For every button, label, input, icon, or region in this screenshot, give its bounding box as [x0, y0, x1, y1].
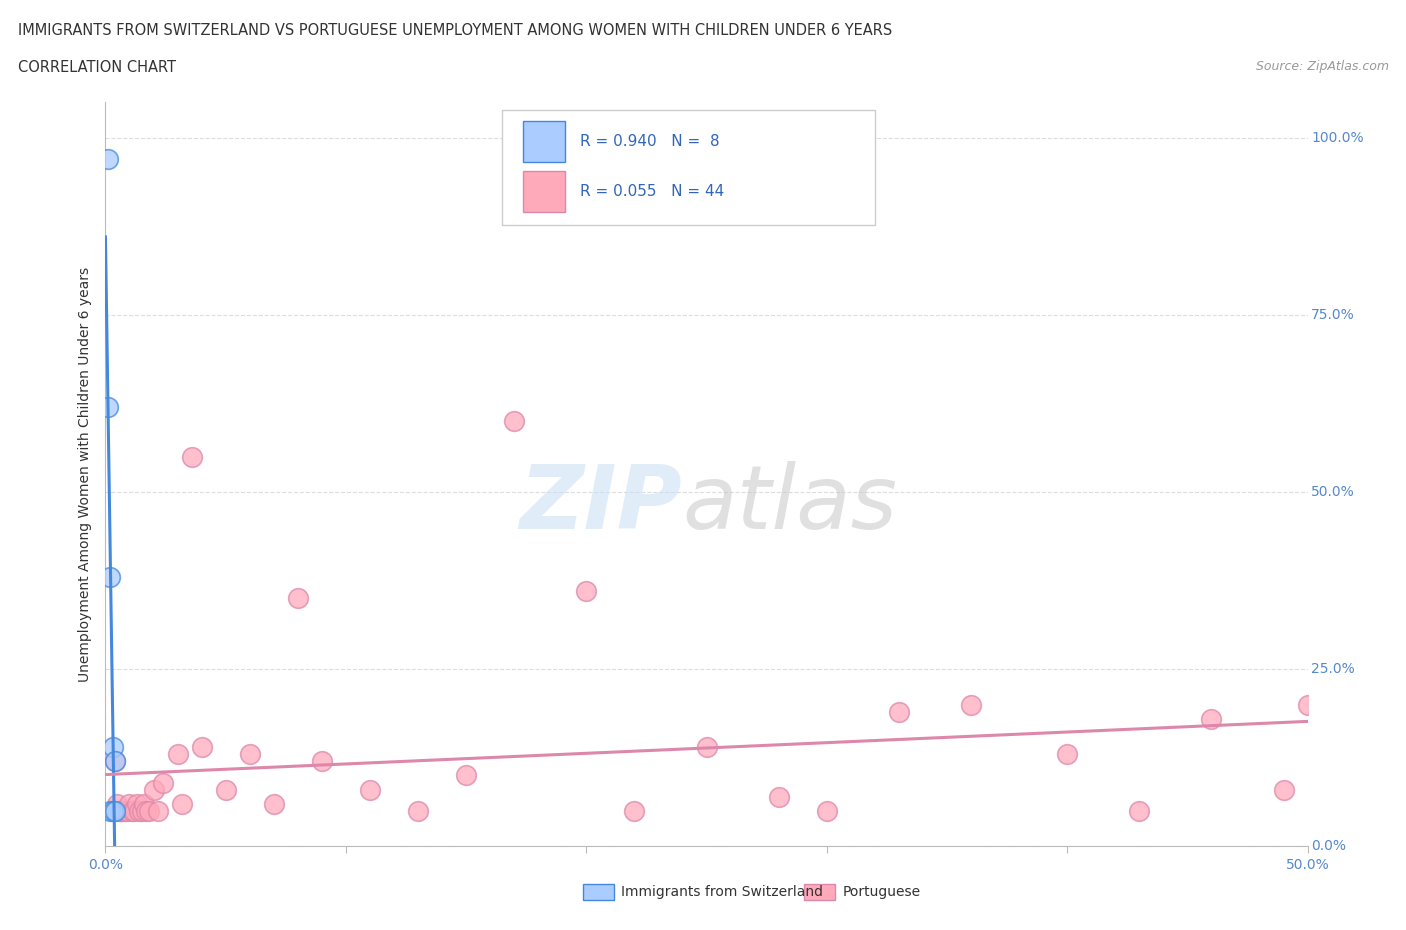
Text: R = 0.055   N = 44: R = 0.055 N = 44: [581, 184, 724, 199]
Point: [359, 782, 381, 797]
Point: [1128, 804, 1150, 818]
Text: Source: ZipAtlas.com: Source: ZipAtlas.com: [1256, 60, 1389, 73]
Point: [115, 804, 138, 818]
Point: [1296, 698, 1319, 712]
Point: [311, 754, 333, 769]
Point: [101, 804, 124, 818]
Point: [124, 804, 146, 818]
Text: CORRELATION CHART: CORRELATION CHART: [18, 60, 176, 75]
Point: [108, 804, 131, 818]
Point: [887, 704, 910, 719]
Point: [214, 782, 236, 797]
Text: ZIP: ZIP: [520, 460, 682, 548]
Point: [148, 804, 170, 818]
Point: [503, 414, 526, 429]
Point: [575, 584, 598, 599]
Point: [98, 804, 121, 818]
Point: [104, 754, 127, 769]
Point: [239, 747, 262, 762]
Text: 75.0%: 75.0%: [1312, 308, 1355, 322]
Point: [406, 804, 429, 818]
FancyBboxPatch shape: [502, 110, 875, 225]
Point: [142, 782, 165, 797]
Text: R = 0.940   N =  8: R = 0.940 N = 8: [581, 134, 720, 149]
Point: [152, 775, 174, 790]
Point: [287, 591, 309, 605]
Point: [97, 152, 120, 166]
Text: 50.0%: 50.0%: [1312, 485, 1355, 499]
Point: [125, 796, 148, 811]
Point: [138, 804, 160, 818]
Point: [108, 804, 131, 818]
Point: [696, 739, 718, 754]
Point: [121, 804, 143, 818]
Point: [118, 796, 141, 811]
Point: [135, 804, 157, 818]
FancyBboxPatch shape: [523, 171, 565, 212]
FancyBboxPatch shape: [523, 121, 565, 162]
Point: [960, 698, 983, 712]
Text: atlas: atlas: [682, 461, 897, 547]
Point: [104, 804, 127, 818]
Text: Portuguese: Portuguese: [842, 884, 921, 899]
Point: [132, 796, 155, 811]
Point: [97, 400, 120, 415]
Y-axis label: Unemployment Among Women with Children Under 6 years: Unemployment Among Women with Children U…: [79, 267, 93, 682]
Point: [1056, 747, 1078, 762]
Point: [101, 739, 124, 754]
Text: Immigrants from Switzerland: Immigrants from Switzerland: [621, 884, 824, 899]
Point: [114, 804, 136, 818]
Point: [104, 754, 127, 769]
Text: 0.0%: 0.0%: [1312, 839, 1346, 854]
Point: [111, 804, 134, 818]
Point: [1272, 782, 1295, 797]
Point: [190, 739, 212, 754]
Point: [131, 804, 153, 818]
Point: [166, 747, 188, 762]
Point: [454, 768, 477, 783]
Point: [107, 796, 129, 811]
Text: 100.0%: 100.0%: [1312, 131, 1364, 145]
Point: [98, 569, 121, 584]
Point: [181, 449, 204, 464]
Text: 25.0%: 25.0%: [1312, 662, 1355, 676]
Point: [623, 804, 645, 818]
Point: [768, 790, 790, 804]
Text: IMMIGRANTS FROM SWITZERLAND VS PORTUGUESE UNEMPLOYMENT AMONG WOMEN WITH CHILDREN: IMMIGRANTS FROM SWITZERLAND VS PORTUGUES…: [18, 23, 893, 38]
Point: [815, 804, 838, 818]
Point: [1201, 711, 1223, 726]
Point: [263, 796, 285, 811]
Point: [128, 804, 150, 818]
Point: [172, 796, 194, 811]
